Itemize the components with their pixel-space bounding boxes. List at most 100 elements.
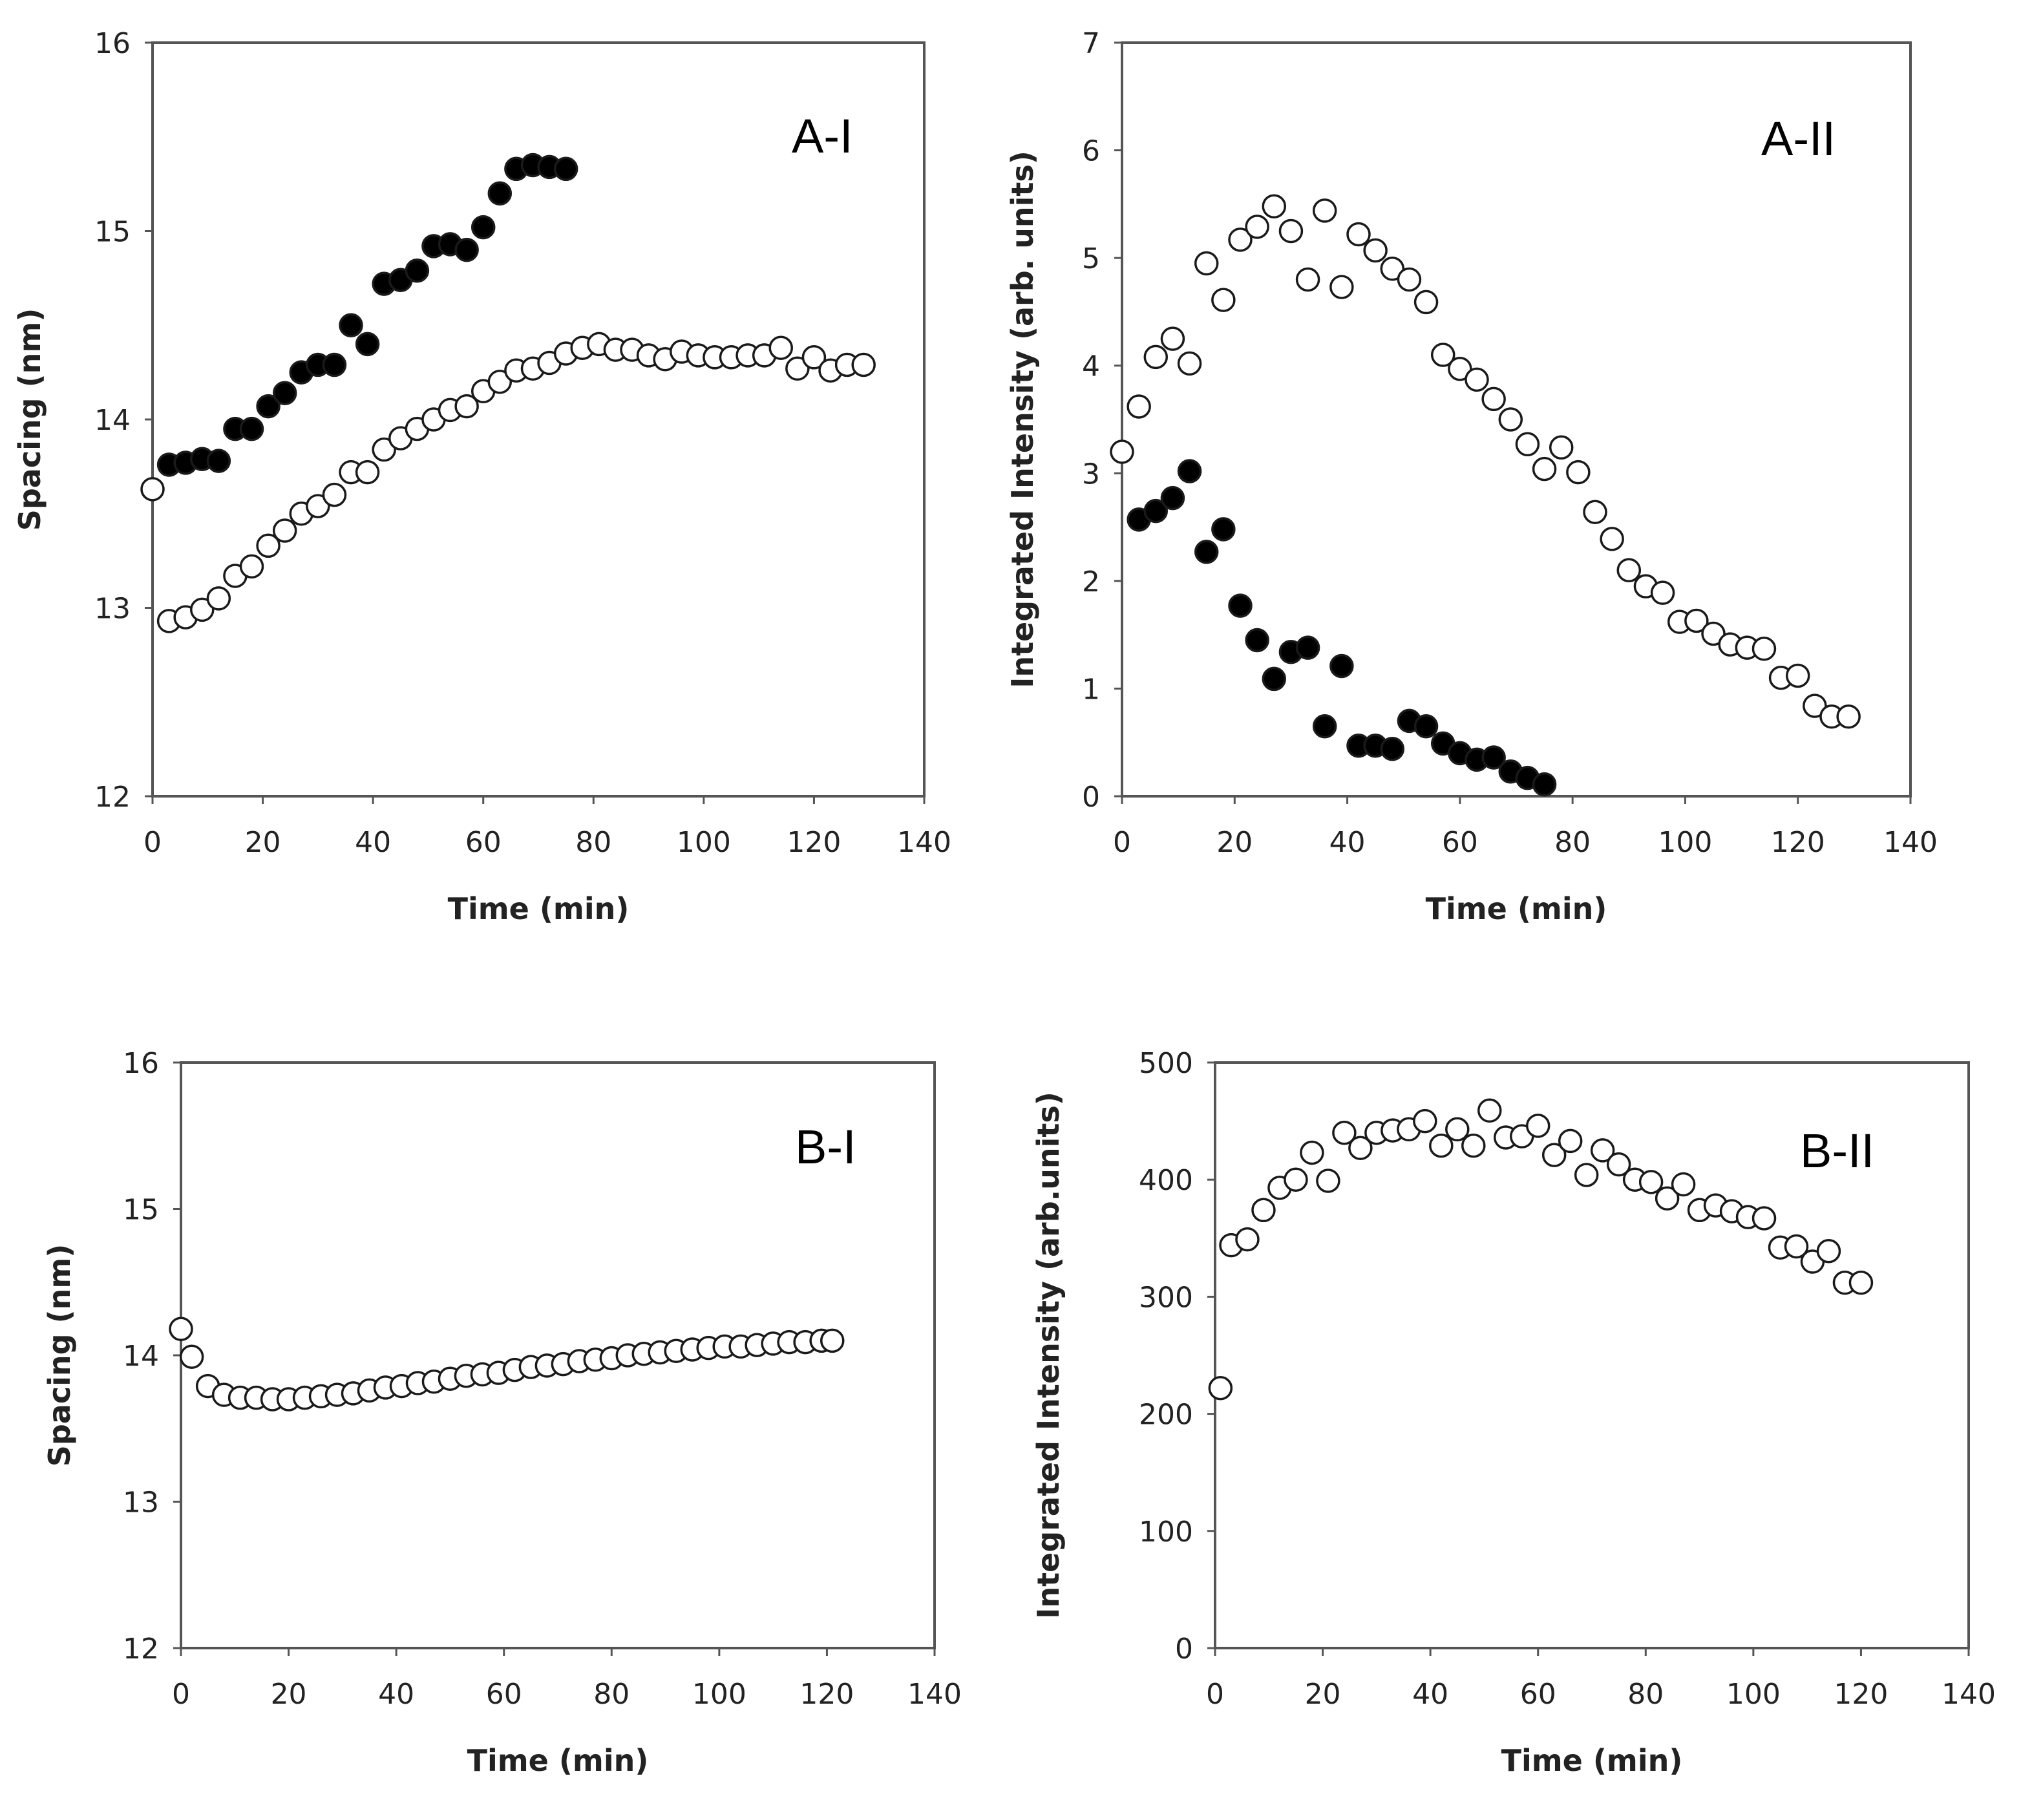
data-point-open bbox=[1413, 1108, 1437, 1134]
data-point-open bbox=[1208, 1375, 1233, 1401]
data-point-open bbox=[1558, 1128, 1583, 1154]
data-point-filled bbox=[1380, 736, 1405, 761]
x-axis-label: Time (min) bbox=[1501, 1743, 1683, 1778]
data-point-open bbox=[1701, 621, 1726, 646]
y-tick-label: 200 bbox=[1139, 1399, 1193, 1432]
data-point-open bbox=[1194, 251, 1219, 276]
data-point-open bbox=[169, 1317, 193, 1341]
data-point-filled bbox=[553, 156, 578, 182]
data-point-open bbox=[1160, 326, 1185, 351]
x-tick-label: 40 bbox=[378, 1678, 414, 1711]
y-axis-label: Spacing (nm) bbox=[42, 1244, 77, 1467]
data-point-open bbox=[1346, 222, 1371, 247]
x-tick-label: 100 bbox=[677, 826, 731, 859]
data-point-open bbox=[272, 518, 297, 543]
data-point-open bbox=[1616, 558, 1642, 582]
x-tick-label: 20 bbox=[271, 1678, 307, 1711]
x-tick-label: 0 bbox=[143, 826, 162, 859]
data-point-filled bbox=[1211, 517, 1236, 542]
y-tick-label: 0 bbox=[1082, 781, 1100, 814]
y-tick-label: 12 bbox=[94, 781, 131, 814]
data-point-open bbox=[454, 394, 479, 419]
data-point-open bbox=[1816, 1238, 1841, 1264]
y-tick-label: 14 bbox=[123, 1340, 159, 1373]
data-point-filled bbox=[256, 394, 280, 419]
data-point-open bbox=[1638, 1170, 1664, 1194]
x-tick-label: 60 bbox=[465, 826, 502, 859]
data-point-open bbox=[1332, 1120, 1357, 1145]
data-point-open bbox=[1752, 1206, 1777, 1231]
x-tick-label: 80 bbox=[1554, 826, 1591, 859]
panel-label: B-II bbox=[1800, 1124, 1874, 1178]
data-point-open bbox=[1177, 351, 1202, 376]
data-point-open bbox=[1329, 275, 1354, 299]
y-tick-label: 15 bbox=[123, 1194, 159, 1227]
data-point-open bbox=[140, 477, 165, 502]
x-tick-label: 20 bbox=[1305, 1678, 1341, 1711]
data-point-filled bbox=[471, 215, 496, 240]
data-point-open bbox=[1498, 407, 1523, 432]
chart-a-i: 0 20 40 60 80 100 120 140 12 13 14 15 16 Time (min) Sp… bbox=[12, 27, 951, 926]
data-point-filled bbox=[239, 416, 264, 441]
y-tick-label: 12 bbox=[123, 1633, 159, 1666]
panel-label: A-I bbox=[792, 109, 853, 163]
data-point-open bbox=[190, 597, 215, 622]
data-point-open bbox=[1566, 460, 1591, 485]
y-tick-label: 100 bbox=[1139, 1516, 1193, 1549]
data-point-open bbox=[1300, 1140, 1324, 1165]
data-point-filled bbox=[322, 352, 347, 377]
panel-label: B-I bbox=[795, 1120, 856, 1174]
x-axis-label: Time (min) bbox=[448, 891, 630, 926]
data-point-open bbox=[1600, 527, 1624, 551]
plot-frame bbox=[1214, 1061, 1970, 1649]
data-point-open bbox=[179, 1344, 204, 1370]
y-tick-label: 1 bbox=[1082, 673, 1100, 706]
x-tick-label: 100 bbox=[1658, 826, 1712, 859]
data-point-open bbox=[1284, 1167, 1308, 1192]
x-tick-label: 60 bbox=[1442, 826, 1478, 859]
y-axis-label: Integrated Intensity (arb.units) bbox=[1031, 1092, 1066, 1619]
data-point-filled bbox=[1194, 540, 1219, 564]
data-point-open bbox=[1574, 1163, 1599, 1187]
x-axis-label: Time (min) bbox=[1426, 891, 1607, 926]
x-tick-label: 140 bbox=[897, 826, 951, 859]
x-tick-label: 140 bbox=[907, 1678, 962, 1711]
data-point-open bbox=[1785, 663, 1810, 688]
y-tick-label: 0 bbox=[1175, 1633, 1193, 1666]
data-point-open bbox=[372, 437, 396, 462]
data-point-open bbox=[1413, 290, 1439, 315]
y-tick-label: 400 bbox=[1139, 1164, 1193, 1197]
data-point-open bbox=[1590, 1138, 1615, 1163]
y-tick-label: 300 bbox=[1139, 1281, 1193, 1314]
data-point-open bbox=[1235, 1227, 1260, 1252]
data-point-open bbox=[1784, 1234, 1809, 1259]
x-tick-label: 120 bbox=[1834, 1678, 1888, 1711]
data-point-open bbox=[206, 586, 231, 611]
y-tick-label: 500 bbox=[1139, 1047, 1193, 1080]
x-tick-label: 120 bbox=[1771, 826, 1825, 859]
data-point-open bbox=[1380, 257, 1405, 281]
y-tick-label: 2 bbox=[1082, 566, 1100, 598]
data-point-open bbox=[1532, 456, 1557, 481]
y-tick-label: 6 bbox=[1082, 135, 1100, 168]
data-point-open bbox=[1671, 1172, 1696, 1197]
data-point-open bbox=[820, 1328, 845, 1353]
data-point-open bbox=[1228, 228, 1253, 252]
data-point-open bbox=[1803, 693, 1827, 718]
data-point-open bbox=[1295, 267, 1320, 292]
data-point-open bbox=[1515, 432, 1540, 457]
data-point-open bbox=[785, 356, 810, 381]
data-point-open bbox=[487, 369, 513, 394]
data-point-filled bbox=[487, 181, 513, 206]
data-point-filled bbox=[206, 449, 231, 473]
x-tick-label: 120 bbox=[799, 1678, 854, 1711]
x-tick-label: 100 bbox=[692, 1678, 746, 1711]
y-tick-label: 16 bbox=[123, 1047, 159, 1080]
x-tick-label: 20 bbox=[1216, 826, 1253, 859]
data-point-open bbox=[1836, 704, 1861, 729]
data-point-open bbox=[1397, 267, 1422, 292]
data-point-filled bbox=[1295, 635, 1320, 660]
data-point-open bbox=[1650, 580, 1675, 605]
data-point-filled bbox=[1143, 498, 1169, 524]
